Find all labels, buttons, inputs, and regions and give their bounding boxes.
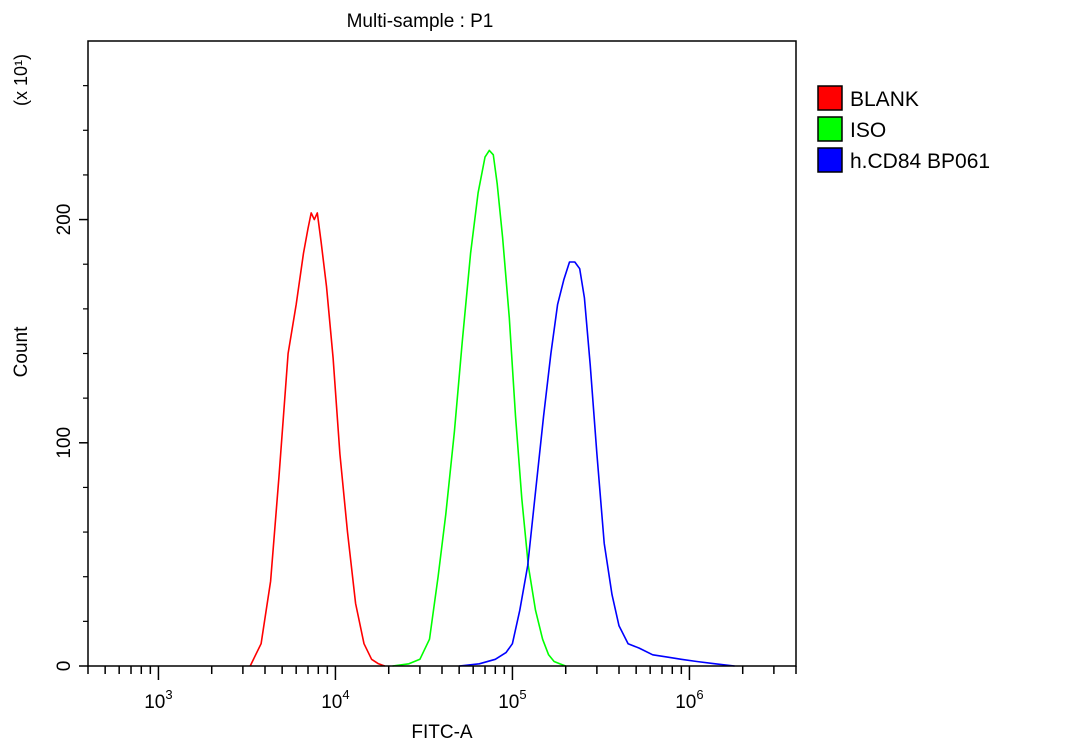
y-multiplier-label: (x 10¹) <box>11 54 31 106</box>
legend-swatch <box>817 116 843 142</box>
y-axis: 0 100 200 <box>54 85 88 672</box>
y-tick-label: 100 <box>54 427 75 459</box>
legend-label: h.CD84 BP061 <box>850 150 990 173</box>
y-tick-label: 200 <box>54 204 75 236</box>
legend-label: BLANK <box>850 88 919 111</box>
y-tick-label: 0 <box>54 661 75 672</box>
series-line-blank <box>249 212 386 667</box>
x-axis: 103 104 105 106 <box>87 666 797 713</box>
legend-swatch <box>817 85 843 111</box>
series-line-h-cd84-bp061 <box>459 261 735 667</box>
chart-title: Multi-sample : P1 <box>347 11 494 32</box>
legend: BLANK ISO h.CD84 BP061 <box>817 85 990 173</box>
y-axis-label: Count <box>11 326 32 377</box>
legend-label: ISO <box>850 119 886 142</box>
series-layer <box>249 149 735 667</box>
x-axis-label: FITC-A <box>411 722 473 743</box>
series-line-iso <box>392 149 566 667</box>
legend-swatch <box>817 147 843 173</box>
